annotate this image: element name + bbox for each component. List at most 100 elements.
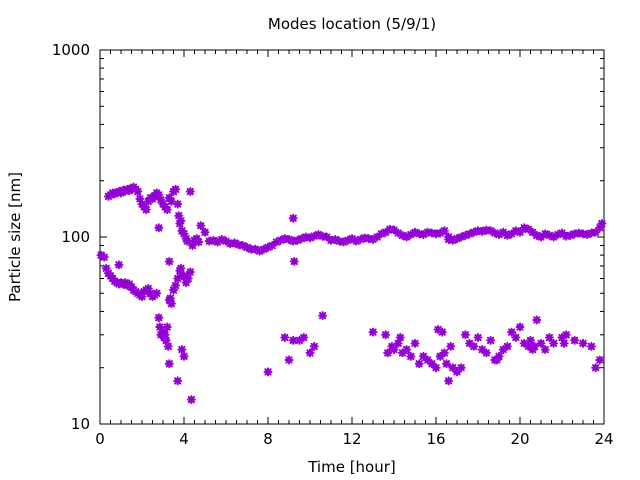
data-point [114,260,124,270]
x-axis-label: Time [hour] [307,458,396,476]
data-point [175,219,185,229]
data-point [578,338,588,348]
data-point [360,233,370,243]
data-point [444,376,454,386]
data-point [200,227,210,237]
data-point [452,367,462,377]
data-point [154,313,164,323]
data-point [597,219,607,229]
data-point [460,230,470,240]
data-point [292,235,302,245]
data-point [414,359,424,369]
data-point [519,338,529,348]
data-point [423,227,433,237]
data-point [179,271,189,281]
data-point [176,216,186,226]
data-point [330,234,340,244]
data-point [507,229,517,239]
data-point [423,355,433,365]
data-point [137,292,147,302]
data-point [586,341,596,351]
data-point [171,184,181,194]
data-point [334,236,344,246]
axis-ticks [99,49,605,425]
data-point [355,234,365,244]
data-point [473,226,483,236]
data-point [288,236,298,246]
data-point [339,237,349,247]
data-point [385,224,395,234]
data-point [242,242,252,252]
data-point [481,348,491,358]
data-point [395,333,405,343]
data-point [418,230,428,240]
data-point [187,241,197,251]
data-point [305,348,315,358]
data-point [376,229,386,239]
data-point [406,351,416,361]
axis-tick-labels: 0 4 8 12 16 20 24 10 100 1000 [52,41,614,448]
data-point [431,363,441,373]
data-point [288,213,298,223]
data-point [595,223,605,233]
data-point [435,228,445,238]
x-tick-label: 0 [95,430,105,448]
data-point [185,187,195,197]
data-point [456,363,466,373]
data-point [163,341,173,351]
data-point [263,242,273,252]
data-point [469,227,479,237]
data-point [284,355,294,365]
data-point [173,273,183,283]
data-point [295,335,304,345]
data-point [322,232,332,242]
data-point [284,234,294,244]
data-point [263,367,273,377]
data-point [276,235,286,245]
data-point [477,227,487,237]
data-point [532,230,542,240]
data-point [161,335,171,345]
data-point [171,281,181,291]
data-point [229,238,239,248]
data-point [486,335,496,345]
data-point [160,330,170,340]
data-point [507,327,517,337]
data-point [591,227,601,237]
data-point [372,232,382,242]
data-point [186,395,196,405]
data-point [561,231,571,241]
data-point [448,363,458,373]
x-tick-label: 24 [594,430,613,448]
data-point [437,327,447,337]
data-point [173,199,183,209]
data-point [595,355,605,365]
data-point [473,333,483,343]
data-point [439,348,449,358]
data-point [536,232,546,242]
data-point [250,244,260,254]
data-point [393,338,403,348]
data-point [448,235,458,245]
data-point [101,263,111,273]
data-point [494,230,504,240]
data-point [591,363,601,373]
data-point [523,224,533,234]
data-point [465,338,475,348]
data-point [410,338,420,348]
data-point [389,345,399,355]
data-point [154,190,164,200]
data-point [183,273,193,283]
data-point [586,228,596,238]
x-tick-label: 20 [510,430,529,448]
y-tick-label: 1000 [52,41,90,59]
data-point [570,335,580,345]
x-tick-label: 4 [179,430,189,448]
data-point [326,235,336,245]
data-point [553,230,563,240]
data-point [393,228,403,238]
data-point [574,228,584,238]
data-point [502,341,512,351]
x-tick-label: 16 [426,430,445,448]
